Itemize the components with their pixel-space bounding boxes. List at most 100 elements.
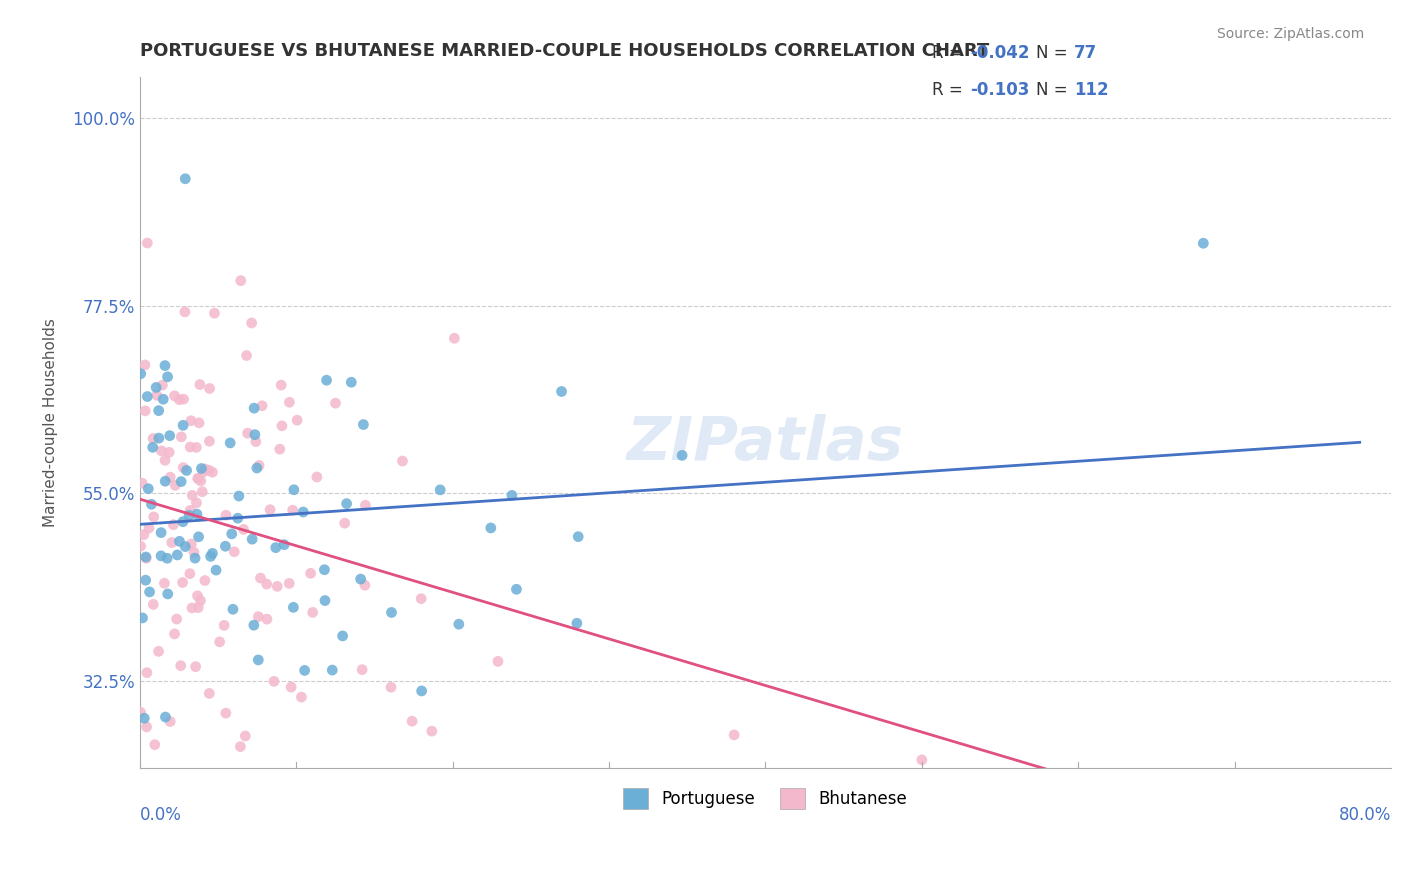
Text: PORTUGUESE VS BHUTANESE MARRIED-COUPLE HOUSEHOLDS CORRELATION CHART: PORTUGUESE VS BHUTANESE MARRIED-COUPLE H… [139, 42, 988, 60]
Text: R =: R = [932, 81, 969, 99]
Point [194, 462, 217, 476]
Point [340, 376, 363, 390]
Point [170, 658, 193, 673]
Point [169, 534, 191, 549]
Point [281, 503, 304, 517]
Point [135, 549, 157, 564]
Point [250, 399, 273, 413]
Point [278, 395, 301, 409]
Point [187, 530, 209, 544]
Point [163, 627, 186, 641]
Point [294, 664, 316, 678]
Point [135, 573, 157, 587]
Point [219, 436, 242, 450]
Point [176, 463, 198, 477]
Point [159, 470, 181, 484]
Point [141, 497, 163, 511]
Point [166, 612, 188, 626]
Point [190, 461, 212, 475]
Point [380, 680, 402, 694]
Point [259, 502, 281, 516]
Text: R =: R = [932, 44, 969, 62]
Point [236, 426, 259, 441]
Point [187, 600, 209, 615]
Point [671, 449, 693, 463]
Point [148, 644, 170, 658]
Point [565, 616, 588, 631]
Point [301, 606, 323, 620]
Point [179, 566, 201, 581]
Point [380, 606, 402, 620]
Point [246, 461, 269, 475]
Point [212, 618, 235, 632]
Point [226, 511, 249, 525]
Point [266, 579, 288, 593]
Point [401, 714, 423, 728]
Point [391, 454, 413, 468]
Point [142, 432, 165, 446]
Point [222, 602, 245, 616]
Point [187, 471, 209, 485]
Point [200, 549, 222, 564]
Point [240, 532, 263, 546]
Point [283, 600, 305, 615]
Point [215, 508, 238, 523]
Point [280, 680, 302, 694]
Point [152, 392, 174, 407]
Legend: Portuguese, Bhutanese: Portuguese, Bhutanese [617, 781, 914, 815]
Point [159, 428, 181, 442]
Point [170, 430, 193, 444]
Point [180, 537, 202, 551]
Point [155, 474, 177, 488]
Point [162, 517, 184, 532]
Point [443, 331, 465, 345]
Point [332, 629, 354, 643]
Point [314, 593, 336, 607]
Point [285, 413, 308, 427]
Point [208, 635, 231, 649]
Text: -0.042: -0.042 [970, 44, 1029, 62]
Point [150, 443, 173, 458]
Point [283, 483, 305, 497]
Point [550, 384, 572, 399]
Point [228, 489, 250, 503]
Point [153, 453, 176, 467]
Point [201, 546, 224, 560]
Text: Source: ZipAtlas.com: Source: ZipAtlas.com [1216, 27, 1364, 41]
Point [354, 498, 377, 512]
Point [315, 373, 337, 387]
Point [256, 612, 278, 626]
Point [193, 465, 215, 479]
Text: 112: 112 [1074, 81, 1109, 99]
Text: N =: N = [1036, 81, 1073, 99]
Point [136, 235, 159, 250]
Point [479, 521, 502, 535]
Point [411, 684, 433, 698]
Point [156, 551, 179, 566]
Text: N =: N = [1036, 44, 1073, 62]
Point [305, 470, 328, 484]
Point [187, 472, 209, 486]
Point [156, 369, 179, 384]
Point [243, 401, 266, 416]
Point [172, 515, 194, 529]
Point [247, 609, 270, 624]
Point [247, 458, 270, 473]
Text: 80.0%: 80.0% [1339, 805, 1391, 823]
Point [135, 665, 157, 680]
Point [350, 572, 373, 586]
Point [232, 523, 254, 537]
Point [429, 483, 451, 497]
Point [264, 541, 287, 555]
Point [188, 416, 211, 430]
Point [354, 578, 377, 592]
Point [201, 465, 224, 479]
Point [169, 392, 191, 407]
Point [314, 563, 336, 577]
Point [132, 527, 155, 541]
Text: 0.0%: 0.0% [139, 805, 181, 823]
Point [190, 593, 212, 607]
Point [142, 598, 165, 612]
Point [411, 591, 433, 606]
Point [170, 475, 193, 489]
